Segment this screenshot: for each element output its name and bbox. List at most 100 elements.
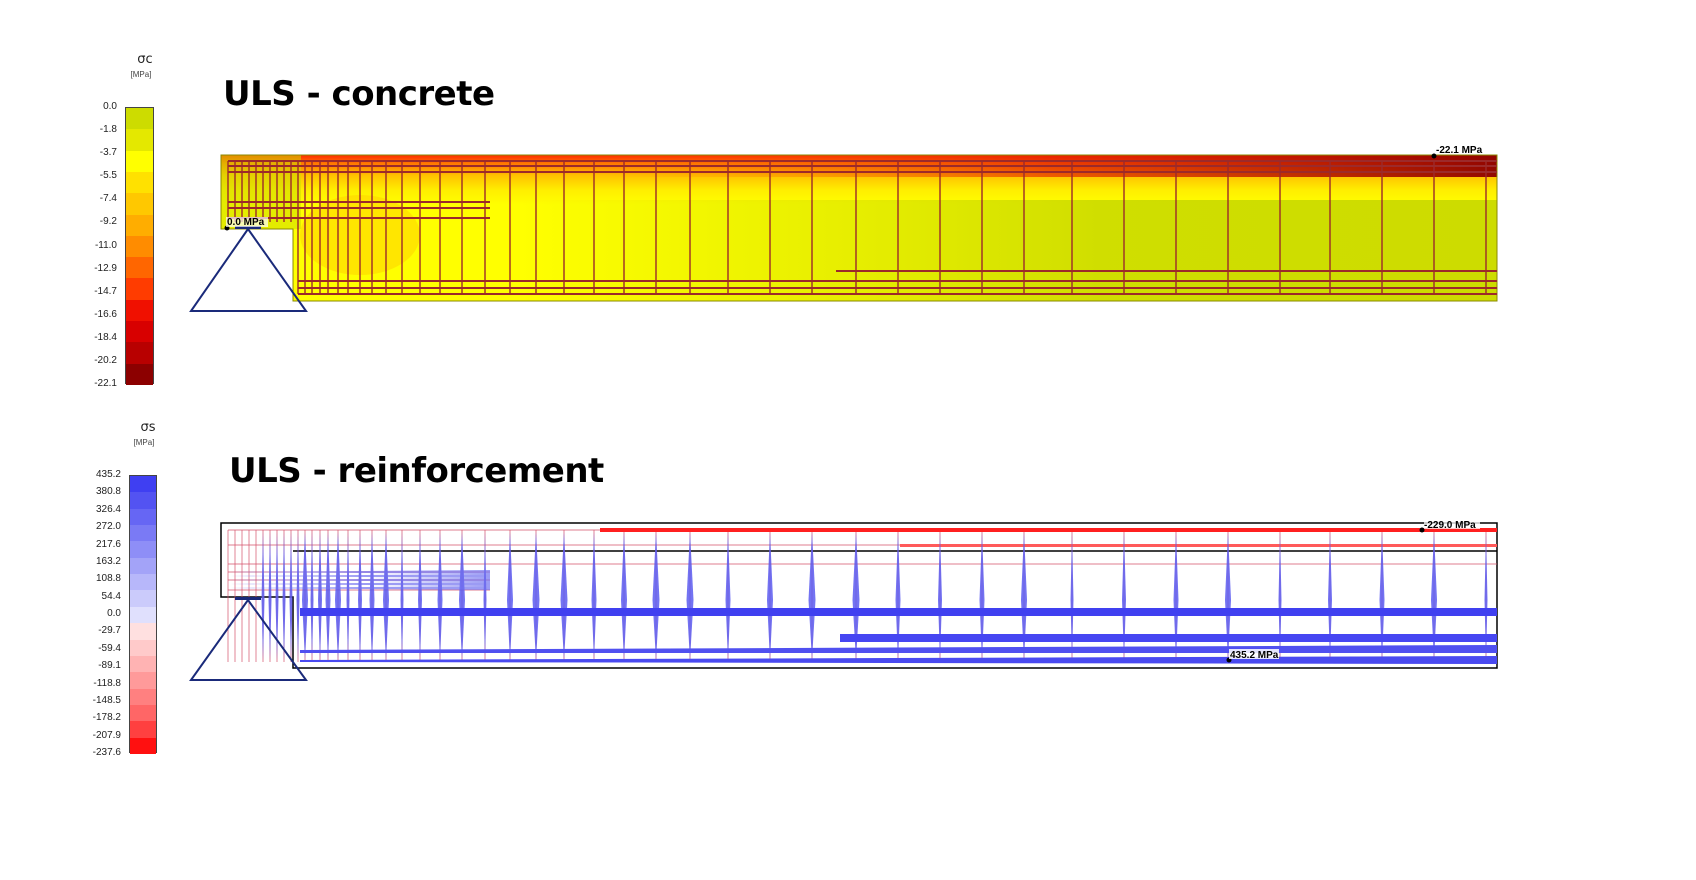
stirrup-stress	[591, 532, 597, 660]
stirrup-stress	[1122, 532, 1126, 660]
scale-tick-label: -207.9	[92, 729, 121, 741]
scale-tick-label: 380.8	[95, 486, 121, 498]
scale-tick-label: 108.8	[95, 573, 121, 585]
scale-color-band	[126, 321, 153, 343]
scale-tick-label: 0.0	[103, 101, 117, 112]
stirrup-stress	[437, 532, 443, 660]
scale-tick-label: -237.6	[92, 747, 121, 758]
stirrup-stress	[1070, 532, 1074, 660]
stirrup-stress	[507, 532, 513, 660]
scale-tick-label: 54.4	[101, 590, 121, 602]
reinforcement-panel-title: ULS - reinforcement	[229, 451, 604, 491]
stirrup-stress	[767, 532, 773, 660]
stirrup-stress	[383, 532, 389, 660]
reinforcement-tension-label: 435.2 MPa	[1230, 650, 1279, 661]
anchorage-stress	[230, 582, 490, 586]
tension-bar	[300, 645, 1497, 653]
scale-color-band	[126, 108, 153, 130]
stirrup-stress	[652, 532, 660, 660]
stirrup-stress	[310, 532, 314, 660]
scale-tick-label: -18.4	[94, 331, 117, 343]
anchorage-stress	[230, 570, 490, 574]
stirrup-stress	[1379, 532, 1385, 660]
scale-tick-label: -16.6	[94, 308, 117, 320]
scale-color-band	[126, 342, 153, 365]
reinforcement-legend-symbol: σs	[140, 420, 156, 435]
compression-bar	[900, 544, 1497, 547]
stirrup-stress	[335, 532, 341, 660]
stirrup-stress	[289, 532, 293, 660]
reinforcement-support	[189, 597, 308, 681]
scale-color-band	[126, 363, 153, 386]
scale-tick-label: -11.0	[94, 239, 117, 251]
scale-color-band	[130, 557, 156, 575]
scale-tick-label: -5.5	[99, 170, 117, 182]
stirrup-stress	[275, 532, 279, 660]
stirrup-stress	[325, 532, 331, 660]
scale-tick-label: -178.2	[92, 712, 121, 724]
scale-tick-label: -22.1	[94, 378, 117, 389]
stirrup-stress	[1278, 532, 1282, 660]
scale-tick-label: -7.4	[99, 193, 117, 205]
stirrup-stress	[808, 532, 816, 660]
scale-color-band	[130, 492, 156, 510]
scale-tick-label: -3.7	[99, 147, 117, 159]
scale-color-band	[130, 737, 156, 755]
stirrup-stress	[369, 532, 375, 660]
stirrup-stress	[852, 532, 860, 660]
scale-tick-label: 326.4	[95, 503, 121, 515]
stirrup-stress	[938, 532, 942, 660]
stirrup-stress	[400, 532, 404, 660]
scale-tick-label: 272.0	[95, 521, 121, 533]
compression-bar	[600, 528, 1497, 532]
scale-color-band	[130, 655, 156, 673]
stirrup-stress	[532, 532, 540, 660]
scale-color-band	[130, 476, 156, 493]
scale-tick-label: 0.0	[107, 608, 121, 619]
scale-tick-label: -148.5	[92, 694, 121, 706]
scale-color-band	[130, 704, 156, 722]
stirrup-stress	[459, 532, 465, 660]
stirrup-stress	[302, 532, 308, 660]
tension-bar	[300, 656, 1497, 664]
stirrup-stress	[418, 532, 422, 660]
concrete-panel-title: ULS - concrete	[223, 74, 495, 114]
reinforcement-bars	[227, 528, 1497, 664]
stirrup-stress	[686, 532, 694, 660]
anchorage-stress	[230, 578, 490, 582]
concrete-color-scale	[125, 107, 154, 386]
concrete-beam	[221, 155, 1497, 301]
concrete-legend-symbol: σc	[137, 52, 153, 67]
scale-color-band	[130, 590, 156, 608]
scale-tick-label: -118.8	[93, 677, 121, 689]
stirrup-stress	[621, 532, 627, 660]
scale-color-band	[130, 525, 156, 542]
scale-color-band	[126, 171, 153, 194]
stirrup-stress	[895, 532, 901, 660]
stirrup-stress	[296, 532, 300, 660]
scale-color-band	[126, 193, 153, 216]
scale-tick-label: -14.7	[94, 285, 117, 297]
stirrup-stress	[1328, 532, 1332, 660]
anchorage-stress	[230, 586, 490, 590]
stirrup-stress	[358, 532, 362, 660]
stirrup-stress	[1431, 532, 1437, 660]
scale-tick-label: 163.2	[95, 555, 121, 567]
reinforcement-compression-label: -229.0 MPa	[1424, 520, 1476, 531]
stirrup-stress	[560, 532, 568, 660]
stirrup-stress	[483, 532, 487, 660]
scale-tick-label: -9.2	[99, 216, 117, 228]
stirrup-stress	[261, 532, 265, 660]
concrete-max-label: -22.1 MPa	[1436, 145, 1483, 156]
reinforcement-color-scale	[129, 475, 157, 755]
stirrup-stress	[1225, 532, 1231, 660]
scale-tick-label: -29.7	[98, 625, 121, 637]
scale-tick-label: -20.2	[94, 354, 117, 366]
scale-tick-label: -1.8	[99, 124, 117, 136]
scale-tick-label: 217.6	[95, 538, 121, 550]
stirrup-stress	[282, 532, 286, 660]
scale-color-band	[130, 639, 156, 657]
stirrup-stress	[1173, 532, 1179, 660]
scale-color-band	[130, 721, 156, 739]
